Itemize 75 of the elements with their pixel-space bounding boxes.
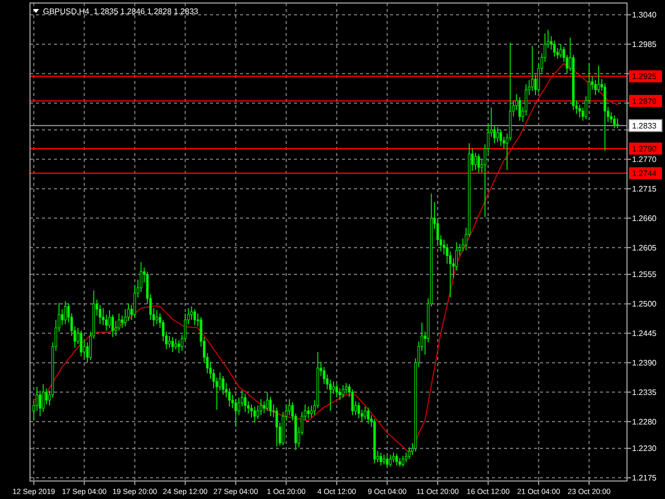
candlestick — [260, 398, 262, 416]
y-tick-label: 1.2230 — [632, 444, 658, 454]
candlestick — [253, 406, 256, 424]
candlestick — [64, 300, 67, 325]
candlestick — [553, 40, 556, 58]
candlestick — [392, 452, 395, 463]
candlestick — [578, 104, 581, 118]
candlestick — [111, 314, 114, 338]
y-tick-label: 1.2985 — [632, 40, 658, 50]
ref-line-label: 1.2879 — [632, 96, 658, 106]
candlestick — [344, 382, 348, 394]
candlestick — [395, 453, 398, 466]
candlestick — [266, 392, 269, 412]
candlestick — [193, 308, 196, 326]
y-tick-label: 1.2445 — [632, 329, 658, 338]
candlestick — [389, 454, 392, 468]
candlestick — [222, 376, 224, 396]
y-tick-label: 1.2280 — [632, 417, 658, 426]
candlestick — [382, 454, 386, 465]
candlestick — [108, 310, 111, 328]
text: GBPUSD,H4 1.2835 1.2846 1.2828 1.2833 — [43, 7, 199, 16]
candlestick — [402, 455, 404, 468]
candlestick — [531, 45, 534, 92]
y-tick-label: 1.2390 — [632, 358, 658, 368]
candlestick — [332, 380, 335, 394]
candlestick — [190, 306, 193, 320]
candlestick — [496, 126, 499, 143]
candlestick — [269, 396, 272, 417]
candlestick — [474, 152, 477, 171]
candlestick — [120, 315, 124, 328]
candlestick — [171, 336, 174, 352]
y-tick-label: 1.2555 — [632, 270, 658, 280]
ref-line-label: 1.2833 — [632, 121, 658, 130]
candlestick — [342, 384, 344, 398]
y-tick-label: 1.3040 — [632, 10, 658, 20]
ref-line-label: 1.2925 — [632, 72, 658, 82]
ref-line-label: 1.2744 — [632, 169, 658, 178]
y-tick-label: 1.2660 — [632, 214, 658, 223]
y-tick-label: 1.2770 — [632, 155, 658, 164]
candlestick — [168, 335, 171, 348]
candlestick — [597, 65, 600, 93]
candlestick — [364, 406, 366, 420]
candlestick — [499, 129, 502, 146]
candlestick — [477, 153, 480, 174]
y-tick-label: 1.2175 — [632, 474, 658, 483]
candlestick — [45, 388, 48, 405]
candlestick — [244, 393, 246, 412]
candlestick — [338, 388, 342, 401]
candlestick — [335, 384, 338, 398]
candlestick — [234, 398, 238, 428]
candlestick — [616, 118, 619, 129]
y-tick-label: 1.2605 — [632, 243, 658, 252]
candlestick — [307, 406, 310, 419]
candlestick — [80, 330, 82, 357]
candlestick — [42, 384, 45, 412]
candlestick — [559, 44, 562, 58]
candlestick — [262, 400, 266, 414]
y-tick-label: 1.2500 — [632, 300, 658, 309]
ref-line-label: 1.2790 — [632, 144, 658, 154]
candlestick — [60, 308, 64, 326]
candlestick — [613, 114, 616, 129]
y-tick-label: 1.2715 — [632, 184, 658, 194]
candlestick — [386, 455, 388, 468]
candlestick — [366, 407, 370, 424]
candlestick — [357, 402, 360, 419]
candlestick — [275, 407, 278, 448]
candlestick — [380, 452, 382, 466]
y-tick-label: 1.2335 — [632, 388, 658, 397]
candlestick — [156, 310, 158, 325]
candlestick — [178, 340, 180, 354]
candlestick — [408, 446, 411, 460]
candlestick — [174, 338, 178, 350]
candlestick — [38, 390, 42, 417]
candlestick — [594, 80, 597, 96]
candlestick — [518, 96, 522, 122]
